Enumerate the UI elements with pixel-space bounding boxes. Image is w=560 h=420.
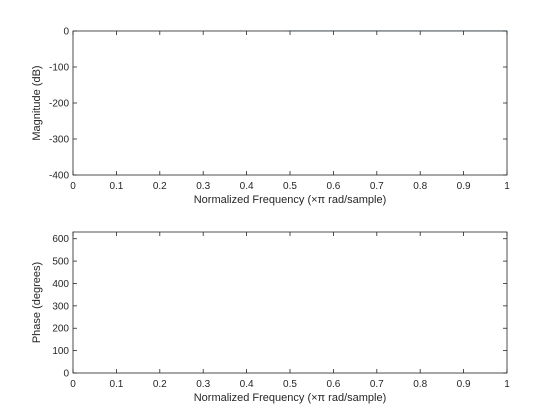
magnitude-x-tick-label: 0 — [70, 181, 76, 192]
magnitude-x-tick-label: 0.9 — [457, 181, 471, 192]
phase-x-tick-label: 0.9 — [457, 379, 471, 390]
magnitude-y-tick-label: -100 — [49, 63, 69, 74]
magnitude-x-tick-label: 0.3 — [196, 181, 210, 192]
phase-y-tick-label: 200 — [52, 324, 69, 335]
magnitude-x-tick-label: 1 — [504, 181, 510, 192]
phase-y-axis-label: Phase (degrees) — [31, 262, 43, 343]
phase-x-tick-label: 1 — [504, 379, 510, 390]
phase-y-tick-label: 600 — [52, 234, 69, 245]
phase-plot: 0 0.1 0.2 0.3 0.4 0.5 0.6 0.7 0.8 0.9 1 0 100 200 300 4… — [31, 231, 510, 404]
magnitude-plot: 0 0.1 0.2 0.3 0.4 0.5 0.6 0.7 0.8 0.9 1 -400 -300 -20… — [31, 27, 510, 207]
phase-x-tick-label: 0.8 — [413, 379, 427, 390]
magnitude-axes-frame — [72, 30, 508, 176]
phase-x-tick-label: 0.4 — [240, 379, 254, 390]
magnitude-x-axis-label: Normalized Frequency (×π rad/sample) — [194, 194, 387, 206]
magnitude-x-tick-label: 0.6 — [326, 181, 340, 192]
magnitude-x-tick-label: 0.5 — [283, 181, 297, 192]
phase-x-tick-label: 0.7 — [370, 379, 384, 390]
phase-y-tick-label: 300 — [52, 301, 69, 312]
magnitude-x-tick-label: 0.4 — [240, 181, 254, 192]
phase-axes-frame — [72, 231, 508, 374]
phase-y-tick-label: 0 — [63, 369, 69, 380]
magnitude-y-tick-label: -300 — [49, 135, 69, 146]
phase-x-tick-label: 0 — [70, 379, 76, 390]
phase-x-axis-label: Normalized Frequency (×π rad/sample) — [194, 392, 387, 404]
magnitude-y-tick-label: -200 — [49, 99, 69, 110]
magnitude-y-axis-label: Magnitude (dB) — [31, 65, 43, 140]
phase-x-tick-label: 0.2 — [153, 379, 167, 390]
magnitude-y-tick-label: -400 — [49, 171, 69, 182]
phase-x-tick-label: 0.3 — [196, 379, 210, 390]
phase-x-tick-label: 0.6 — [326, 379, 340, 390]
magnitude-x-tick-label: 0.1 — [109, 181, 123, 192]
magnitude-x-tick-label: 0.8 — [413, 181, 427, 192]
phase-y-tick-label: 100 — [52, 346, 69, 357]
magnitude-x-tick-label: 0.2 — [153, 181, 167, 192]
phase-y-tick-label: 400 — [52, 279, 69, 290]
phase-y-tick-label: 500 — [52, 257, 69, 268]
magnitude-x-tick-label: 0.7 — [370, 181, 384, 192]
phase-x-tick-label: 0.5 — [283, 379, 297, 390]
magnitude-y-tick-label: 0 — [63, 27, 69, 38]
phase-x-tick-label: 0.1 — [109, 379, 123, 390]
